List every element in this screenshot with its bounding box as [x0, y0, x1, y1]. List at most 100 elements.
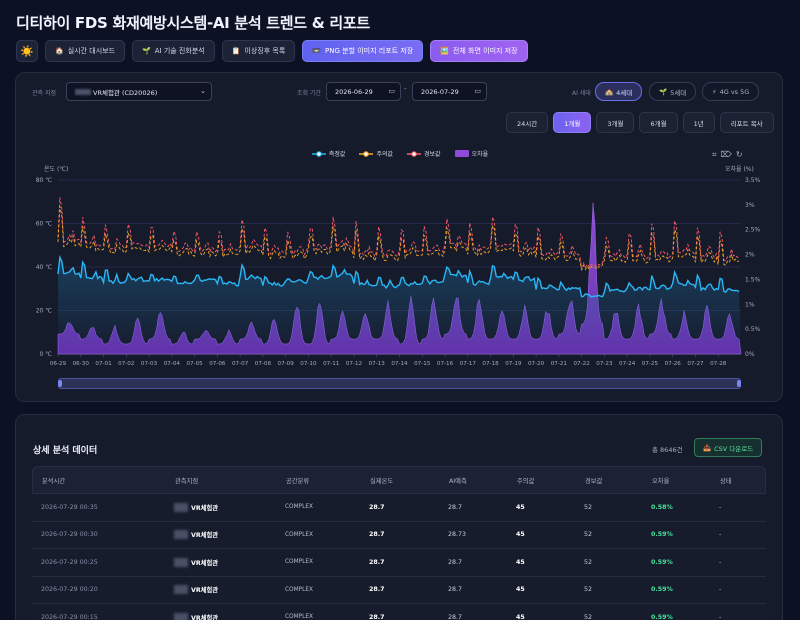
date-from-input[interactable]: 2026-06-29 ▭	[326, 82, 401, 101]
y-left-tick-label: 20 ℃	[36, 308, 53, 315]
cell-text: 52	[584, 586, 593, 594]
site-icon-redacted	[174, 612, 188, 620]
col-ai[interactable]: AI예측	[449, 477, 467, 485]
calendar-icon[interactable]: ▭	[388, 87, 395, 95]
x-tick-label: 07-03	[141, 361, 158, 367]
y-right-tick-label: 0.5%	[745, 326, 761, 333]
button-label: AI 기술 진화분석	[154, 47, 205, 55]
range-1m-button[interactable]: 1개월	[553, 112, 592, 133]
cell-caution: 45	[516, 604, 525, 620]
cell-text: 52	[584, 531, 593, 539]
ai-evolution-button[interactable]: 🌱 AI 기술 진화분석	[132, 40, 215, 62]
cell-text: 2026-07-29 00:20	[41, 586, 98, 594]
col-error[interactable]: 오차율	[652, 477, 670, 485]
refresh-icon[interactable]: ↻	[735, 150, 747, 159]
cell-text: 28.7	[369, 586, 385, 594]
col-site[interactable]: 관측지점	[175, 477, 199, 485]
button-label: 전체 화면 이미지 저장	[452, 47, 518, 55]
anomaly-list-button[interactable]: 📋 이상징후 목록	[221, 40, 296, 62]
legend-item-measured[interactable]: 측정값	[311, 149, 345, 158]
table-row[interactable]: 2026-07-29 00:20 VR체험관 COMPLEX 28.7 28.7 45 52…	[32, 576, 766, 604]
realtime-dashboard-button[interactable]: 🏠 실시간 대시보드	[45, 40, 126, 62]
range-24h-button[interactable]: 24시간	[506, 112, 549, 133]
site-icon-redacted	[174, 530, 188, 540]
fullscreen-image-save-button[interactable]: 🖼️ 전체 화면 이미지 저장	[430, 40, 528, 62]
cell-status: -	[719, 522, 721, 549]
table-row[interactable]: 2026-07-29 00:30 VR체험관 COMPLEX 28.7 28.73 45 5…	[32, 521, 766, 549]
zoom-icon[interactable]: ⌗	[712, 150, 721, 159]
period-label: 조회 기간	[297, 90, 321, 97]
x-tick-label: 06-30	[73, 361, 90, 367]
zoom-slider[interactable]	[58, 378, 741, 389]
col-caution[interactable]: 주의값	[517, 477, 535, 485]
gen-5-button[interactable]: 🌱 5세대	[649, 82, 697, 101]
site-select[interactable]: VR체험관 (CD20026) ⌄	[66, 82, 212, 101]
x-tick-label: 07-18	[482, 361, 499, 367]
table-row[interactable]: 2026-07-29 00:35 VR체험관 COMPLEX 28.7 28.7 45 52…	[32, 494, 766, 522]
x-tick-label: 07-12	[346, 361, 362, 367]
cell-ai: 28.7	[448, 549, 462, 576]
zoom-reset-icon[interactable]: ⌦	[720, 150, 736, 159]
chart-tools: ⌗⌦↻	[712, 150, 747, 160]
cell-space: COMPLEX	[285, 604, 313, 620]
y-axis-left-title: 온도 (℃)	[44, 166, 69, 173]
zoom-handle-left[interactable]	[58, 380, 62, 387]
cell-text: 45	[516, 503, 525, 511]
cell-text: 45	[516, 613, 525, 620]
cell-text: 52	[584, 613, 593, 620]
cell-text: VR체험관	[191, 559, 219, 567]
copy-report-button[interactable]: 리포트 복사	[719, 112, 774, 133]
x-tick-label: 07-27	[687, 361, 704, 367]
gen-4-button[interactable]: 🏫 4세대	[595, 82, 643, 101]
cell-text: 0.58%	[651, 503, 673, 511]
range-1y-button[interactable]: 1년	[682, 112, 715, 133]
cell-space: COMPLEX	[285, 577, 313, 604]
x-tick-label: 07-07	[232, 361, 249, 367]
legend-item-error[interactable]: 오차율	[454, 149, 488, 158]
cell-alarm: 52	[584, 577, 592, 604]
table-row[interactable]: 2026-07-29 00:25 VR체험관 COMPLEX 28.7 28.7 45 52…	[32, 549, 766, 577]
cell-actual: 28.7	[369, 494, 385, 521]
cell-status: -	[719, 494, 721, 521]
cell-space: COMPLEX	[285, 494, 313, 521]
cell-text: 0.59%	[651, 613, 673, 620]
site-label: 관측 지점	[32, 90, 56, 97]
legend-label: 경보값	[424, 151, 441, 158]
col-actual[interactable]: 실제온도	[370, 477, 394, 485]
legend-item-caution[interactable]: 주의값	[359, 149, 393, 158]
col-alarm[interactable]: 경보값	[585, 477, 603, 485]
x-tick-label: 07-14	[391, 361, 408, 367]
range-6m-button[interactable]: 6개월	[639, 112, 678, 133]
y-left-tick-label: 0 ℃	[40, 351, 53, 358]
cell-actual: 28.7	[369, 549, 385, 576]
gen-compare-button[interactable]: ⚡ 4G vs 5G	[702, 82, 760, 101]
x-tick-label: 07-21	[551, 361, 568, 367]
y-left-tick-label: 40 ℃	[36, 264, 53, 271]
col-space[interactable]: 공간분류	[286, 477, 310, 485]
site-icon-redacted	[174, 585, 188, 595]
x-tick-label: 07-17	[460, 361, 477, 367]
trend-chart[interactable]: 0 ℃ 20 ℃ 40 ℃ 60 ℃ 80 ℃ 0% 0.5% 1% 1.5% 2% 2.5% 3% 3…	[0, 0, 800, 400]
date-to-value: 2026-07-29	[421, 87, 459, 96]
range-buttons: 24시간 1개월 3개월 6개월 1년 리포트 복사	[506, 112, 774, 133]
x-tick-label: 07-04	[164, 361, 181, 367]
theme-toggle-button[interactable]: ☀️	[16, 40, 38, 62]
calendar-icon[interactable]: ▭	[474, 87, 481, 95]
col-time[interactable]: 분석시간	[42, 477, 66, 485]
lightning-icon: ⚡	[712, 87, 717, 96]
cell-error: 0.59%	[651, 522, 673, 549]
col-status[interactable]: 상태	[720, 477, 732, 485]
range-3m-button[interactable]: 3개월	[596, 112, 635, 133]
date-to-input[interactable]: 2026-07-29 ▭	[412, 82, 487, 101]
table-row[interactable]: 2026-07-29 00:15 VR체험관 COMPLEX 28.7 28.7 45 52…	[32, 604, 766, 620]
png-report-save-button[interactable]: 📼 PNG 분할 이미지 리포트 저장	[302, 40, 424, 62]
zoom-handle-right[interactable]	[737, 380, 741, 387]
y-left-tick-label: 60 ℃	[36, 221, 53, 228]
x-tick-label: 07-19	[505, 361, 522, 367]
cell-space: COMPLEX	[285, 522, 313, 549]
csv-download-button[interactable]: 📥 CSV 다운로드	[694, 438, 763, 457]
x-tick-label: 07-05	[186, 361, 203, 367]
legend-item-alarm[interactable]: 경보값	[407, 149, 441, 158]
cell-text: 28.7	[448, 503, 463, 511]
x-tick-label: 06-29	[50, 361, 67, 367]
